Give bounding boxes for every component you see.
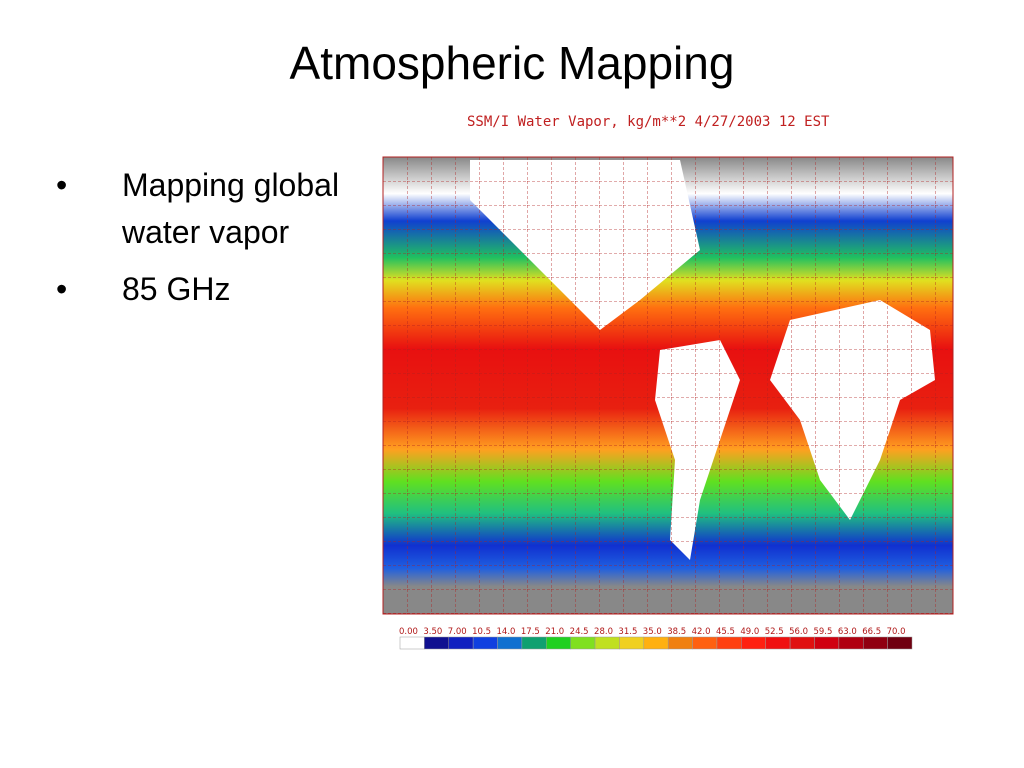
- colorbar-label: 45.5: [716, 627, 735, 637]
- bullet: • Mapping global water vapor: [56, 167, 340, 250]
- colorbar-swatch: [643, 636, 669, 650]
- bullet-text: 85 GHz: [122, 271, 231, 307]
- bullet-list: • Mapping global water vapor • 85 GHz: [56, 162, 356, 323]
- colorbar-swatch: [716, 636, 742, 650]
- colorbar-swatch: [521, 636, 547, 650]
- colorbar-label: 70.0: [887, 627, 906, 637]
- colorbar-label: 3.50: [423, 627, 442, 637]
- colorbar-swatch: [667, 636, 693, 650]
- colorbar-label: 66.5: [862, 627, 881, 637]
- map-title: SSM/I Water Vapor, kg/m**2 4/27/2003 12 …: [467, 114, 830, 130]
- colorbar-label: 63.0: [838, 627, 857, 637]
- colorbar-label: 52.5: [765, 627, 784, 637]
- colorbar-swatch: [472, 636, 498, 650]
- colorbar-label: 31.5: [618, 627, 637, 637]
- colorbar-label: 10.5: [472, 627, 491, 637]
- colorbar-label: 28.0: [594, 627, 613, 637]
- colorbar-swatch: [814, 636, 840, 650]
- colorbar-label: 49.0: [740, 627, 759, 637]
- colorbar-swatch: [497, 636, 523, 650]
- colorbar-swatch: [399, 636, 425, 650]
- colorbar-label: 59.5: [813, 627, 832, 637]
- colorbar-label: 38.5: [667, 627, 686, 637]
- colorbar-swatch: [619, 636, 645, 650]
- colorbar-swatch: [570, 636, 596, 650]
- colorbar-swatch: [448, 636, 474, 650]
- colorbar-label: 14.0: [497, 627, 516, 637]
- colorbar-swatch: [789, 636, 815, 650]
- colorbar-label: 35.0: [643, 627, 662, 637]
- colorbar-label: 7.00: [448, 627, 467, 637]
- colorbar-label: 0.00: [399, 627, 418, 637]
- colorbar-label: 17.5: [521, 627, 540, 637]
- colorbar-label: 21.0: [545, 627, 564, 637]
- colorbar-swatch: [424, 636, 450, 650]
- colorbar-swatch: [887, 636, 913, 650]
- colorbar-swatch: [594, 636, 620, 650]
- colorbar-swatch: [838, 636, 864, 650]
- map-grid: [382, 156, 954, 615]
- colorbar-swatch: [692, 636, 718, 650]
- colorbar-swatch: [546, 636, 571, 650]
- colorbar: 0.00 3.50 7.00 10.5 14.0 17.5 21.0 24.5 28.0 31.5…: [399, 627, 913, 650]
- colorbar-swatch: [765, 636, 791, 650]
- colorbar-label: 24.5: [570, 627, 589, 637]
- bullet-text: Mapping global water vapor: [122, 167, 340, 250]
- colorbar-label: 56.0: [789, 627, 808, 637]
- colorbar-swatch: [862, 636, 888, 650]
- slide-title: Atmospheric Mapping: [289, 37, 735, 89]
- bullet: • 85 GHz: [56, 271, 231, 307]
- colorbar-label: 42.0: [692, 627, 711, 637]
- colorbar-swatch: [741, 636, 766, 650]
